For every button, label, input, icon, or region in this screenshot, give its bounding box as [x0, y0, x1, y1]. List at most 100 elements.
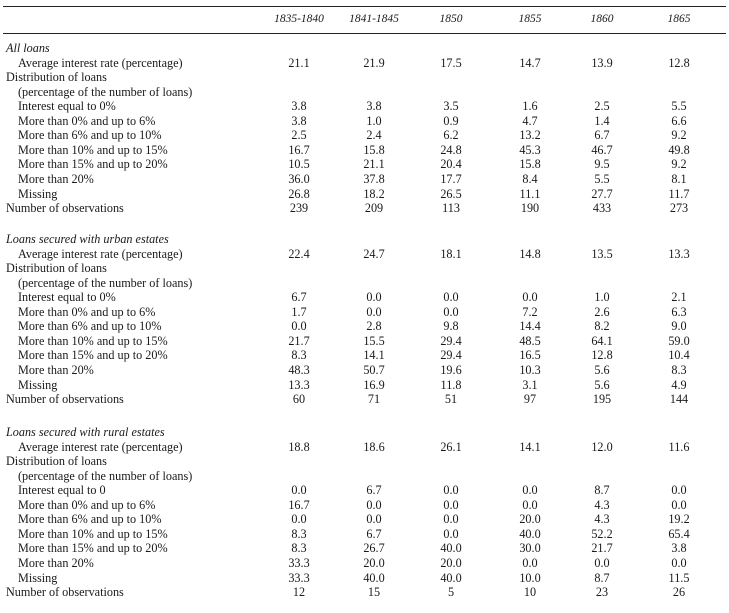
table-cell: 10.4 [668, 348, 690, 363]
table-row: Average interest rate (percentage) 22.4 24… [0, 247, 729, 262]
table-cell: 37.8 [363, 172, 385, 186]
table-row: Number of observations 12 15 5 10 23 26 [0, 585, 729, 600]
table-cell: 7.2 [522, 304, 538, 319]
row-label: More than 6% and up to 10% [18, 512, 162, 527]
table-cell: 16.5 [519, 348, 541, 363]
table-cell: 2.5 [594, 99, 610, 114]
table-cell: 8.3 [291, 541, 307, 556]
table-row: Distribution of loans [0, 261, 729, 276]
table-cell: 0.9 [443, 113, 459, 128]
table-cell: 19.6 [440, 363, 462, 377]
table-cell: 0.0 [443, 512, 459, 527]
table-cell: 0.0 [522, 483, 538, 498]
table-cell: 8.3 [291, 526, 307, 541]
table-cell: 11.5 [668, 570, 690, 585]
row-label: More than 6% and up to 10% [18, 319, 162, 334]
table-cell: 0.0 [671, 555, 687, 570]
section-title-label: All loans [6, 41, 50, 55]
table-cell: 2.4 [366, 128, 382, 143]
row-label: More than 20% [18, 363, 94, 377]
table-cell: 18.6 [363, 439, 385, 454]
column-header: 1850 [439, 13, 463, 25]
table-cell: 195 [592, 392, 612, 407]
table-cell: 21.7 [591, 541, 613, 556]
table-cell: 13.9 [591, 55, 613, 70]
table-cell: 2.6 [594, 304, 610, 319]
table-cell: 0.0 [366, 497, 382, 512]
table-cell: 0.0 [522, 290, 538, 305]
row-label: (percentage of the number of loans) [18, 275, 193, 290]
table-cell: 239 [289, 201, 309, 216]
header-rule [3, 33, 726, 34]
table-cell: 3.1 [522, 377, 538, 392]
table-cell: 1.6 [522, 99, 538, 114]
table-cell: 8.3 [291, 348, 307, 363]
row-label: Average interest rate (percentage) [18, 246, 183, 261]
table-row: Missing 26.8 18.2 26.5 11.1 27.7 11.7 [0, 187, 729, 202]
table-row: More than 0% and up to 6% 1.7 0.0 0.0 7.2 2.6… [0, 305, 729, 320]
table-cell: 0.0 [443, 483, 459, 498]
table-row: More than 10% and up to 15% 16.7 15.8 24.8 4… [0, 143, 729, 158]
table-cell: 26.5 [440, 186, 462, 201]
table-cell: 273 [669, 201, 689, 216]
table-cell: 1.4 [594, 113, 610, 128]
table-cell: 29.4 [440, 333, 462, 348]
table-cell: 18.1 [440, 246, 462, 261]
table-row: More than 6% and up to 10% 0.0 2.8 9.8 14.4 8… [0, 319, 729, 334]
row-label: More than 15% and up to 20% [18, 157, 168, 172]
table-cell: 12.8 [591, 348, 613, 363]
table-cell: 2.8 [366, 319, 382, 334]
table-cell: 20.0 [519, 512, 541, 527]
table-cell: 15.5 [363, 333, 385, 348]
table-cell: 15.8 [519, 157, 541, 172]
table-cell: 60 [292, 392, 306, 407]
row-label: Missing [18, 570, 58, 585]
table-row: Distribution of loans [0, 70, 729, 85]
table-cell: 59.0 [668, 333, 690, 348]
table-cell: 29.4 [440, 348, 462, 363]
table-cell: 12 [292, 585, 306, 599]
table-cell: 8.7 [594, 570, 610, 585]
table-cell: 433 [592, 201, 612, 216]
row-label: Missing [18, 377, 58, 392]
table-cell: 10 [523, 585, 537, 599]
table-cell: 2.1 [671, 290, 687, 305]
table-row: More than 15% and up to 20% 8.3 14.1 29.4 16… [0, 348, 729, 363]
table-cell: 5.5 [594, 172, 610, 186]
table-cell: 33.3 [288, 555, 310, 570]
table-row: (percentage of the number of loans) [0, 85, 729, 100]
table-cell: 0.0 [671, 483, 687, 498]
table-cell: 0.0 [366, 512, 382, 527]
row-label: Interest equal to 0% [18, 99, 116, 114]
column-header: 1835-1840 [274, 13, 324, 25]
row-label: More than 15% and up to 20% [18, 541, 168, 556]
table-cell: 9.5 [594, 157, 610, 172]
table-cell: 15 [367, 585, 381, 599]
table-cell: 20.0 [440, 555, 462, 570]
table-row: More than 20% 48.3 50.7 19.6 10.3 5.6 8.3 [0, 363, 729, 378]
table-cell: 50.7 [363, 363, 385, 377]
row-label: More than 6% and up to 10% [18, 128, 162, 143]
row-label: Number of observations [6, 201, 124, 216]
table-cell: 190 [520, 201, 540, 216]
table-cell: 10.0 [519, 570, 541, 585]
table-cell: 8.1 [671, 172, 687, 186]
section-title-label: Loans secured with rural estates [6, 425, 165, 439]
table-cell: 46.7 [591, 142, 613, 157]
row-label: Number of observations [6, 585, 124, 599]
table-cell: 4.7 [522, 113, 538, 128]
table-cell: 19.2 [668, 512, 690, 527]
row-label: More than 20% [18, 555, 94, 570]
column-header: 1860 [590, 13, 614, 25]
table-cell: 14.8 [519, 246, 541, 261]
section-title: All loans [0, 41, 729, 56]
table-cell: 13.3 [288, 377, 310, 392]
row-label: More than 0% and up to 6% [18, 304, 156, 319]
table-row: More than 10% and up to 15% 21.7 15.5 29.4 4… [0, 334, 729, 349]
table-row: Number of observations 239 209 113 190 433 273 [0, 201, 729, 216]
table-row: Missing 13.3 16.9 11.8 3.1 5.6 4.9 [0, 378, 729, 393]
table-cell: 9.0 [671, 319, 687, 334]
table-cell: 21.7 [288, 333, 310, 348]
row-label: More than 10% and up to 15% [18, 333, 168, 348]
